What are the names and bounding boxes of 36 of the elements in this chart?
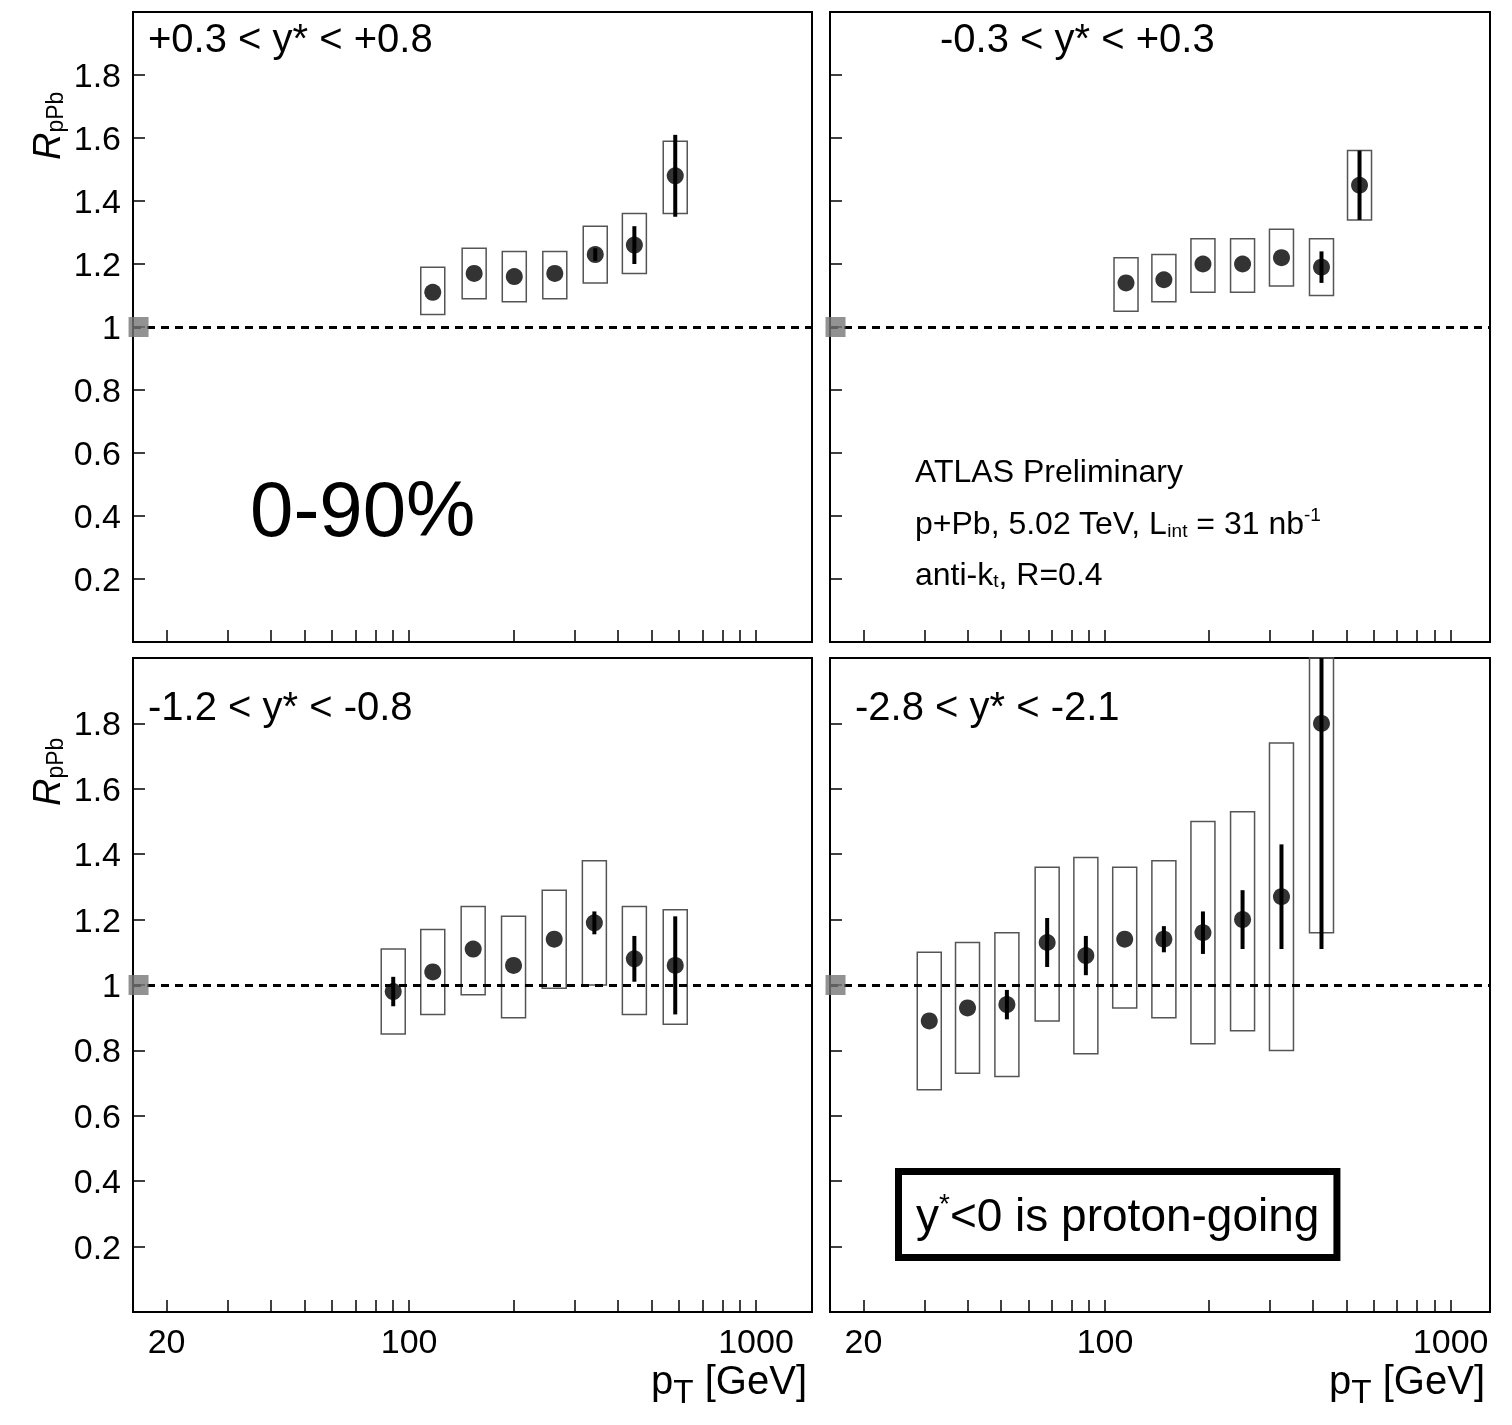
y-tick-label: 1.2	[73, 900, 121, 939]
annotation: +0.3 < y* < +0.8	[148, 16, 433, 60]
annotation: -1.2 < y* < -0.8	[148, 684, 413, 728]
x-tick-label: 20	[844, 1322, 883, 1360]
y-tick-label: 1	[102, 966, 121, 1004]
x-tick-label: 100	[380, 1322, 438, 1360]
annotation: ATLAS Preliminary	[915, 453, 1183, 489]
annotation: -2.8 < y* < -2.1	[855, 684, 1120, 728]
y-axis-title: RpPb	[26, 737, 69, 806]
y-axis-title: RpPb	[26, 91, 69, 160]
y-tick-label: 1.6	[73, 119, 121, 157]
y-tick-label: 0.4	[73, 1162, 121, 1201]
y-tick-label: 1	[102, 308, 121, 346]
y-tick-label: 1.8	[73, 704, 121, 743]
y-tick-label: 1.4	[73, 835, 121, 874]
annotation: -0.3 < y* < +0.3	[940, 16, 1215, 60]
y-tick-label: 0.6	[73, 1096, 121, 1135]
y-tick-label: 0.8	[73, 371, 121, 409]
y-tick-label: 0.6	[73, 434, 121, 472]
y-tick-label: 1.8	[73, 56, 121, 94]
annotation: y*<0 is proton-going	[916, 1187, 1320, 1241]
y-tick-label: 0.2	[73, 560, 121, 598]
y-tick-label: 0.4	[73, 497, 121, 535]
x-tick-label: 100	[1076, 1322, 1134, 1360]
y-tick-label: 0.2	[73, 1227, 121, 1266]
y-tick-label: 1.2	[73, 245, 121, 283]
x-tick-label: 1000	[1412, 1322, 1489, 1360]
y-tick-label: 0.8	[73, 1031, 121, 1070]
y-tick-label: 1.4	[73, 182, 121, 220]
x-axis-title: p$_{T}$ [GeV]	[651, 1357, 807, 1412]
x-tick-label: 20	[147, 1322, 186, 1360]
x-axis-title: p$_{T}$ [GeV]	[1329, 1357, 1485, 1412]
x-tick-label: 1000	[718, 1322, 794, 1360]
y-tick-label: 1.6	[73, 769, 121, 808]
annotation: anti-kt, R=0.4	[915, 556, 1103, 592]
annotation: 0-90%	[250, 465, 476, 553]
